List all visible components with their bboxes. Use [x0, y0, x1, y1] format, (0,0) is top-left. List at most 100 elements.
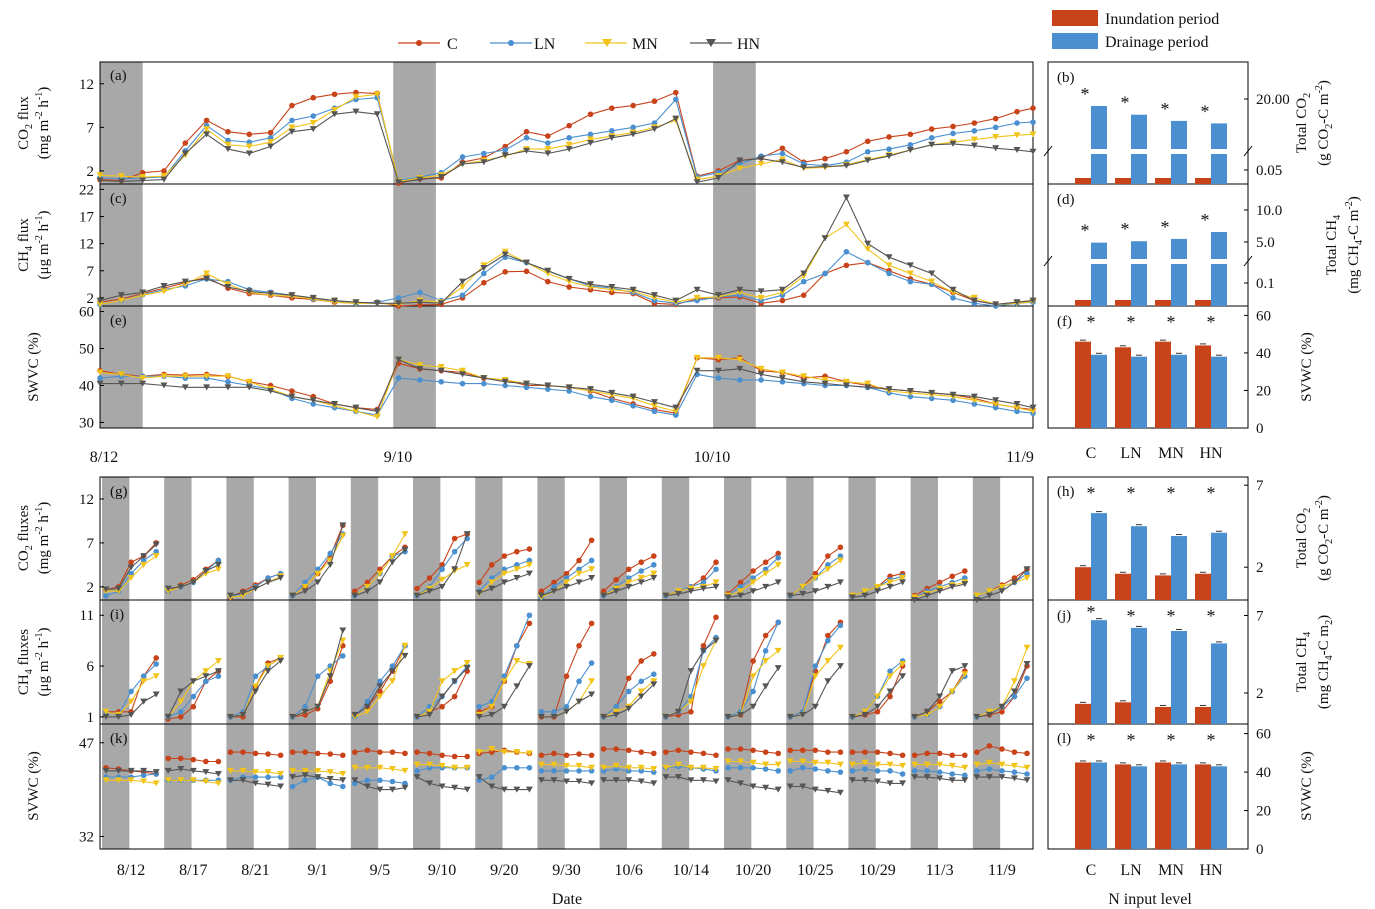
ytick-label: 7 — [87, 264, 95, 280]
marker-hn — [363, 783, 371, 790]
marker-hn — [757, 155, 765, 162]
bar-inundation — [1115, 702, 1131, 724]
marker-c — [737, 579, 744, 586]
marker-hn — [214, 561, 222, 568]
marker-c — [999, 746, 1005, 752]
marker-c — [1030, 105, 1036, 111]
marker-c — [302, 712, 308, 718]
marker-hn — [824, 583, 832, 590]
marker-ln — [310, 113, 317, 119]
marker-mn — [177, 698, 185, 705]
inundation-shade — [413, 477, 441, 849]
bar-cat-bot-ln: LN — [1120, 862, 1142, 879]
marker-hn — [586, 281, 594, 288]
marker-ln — [672, 412, 679, 418]
marker-hn — [774, 579, 782, 586]
panel-label-l: (l) — [1057, 731, 1071, 747]
axis-break-mark — [1043, 255, 1053, 267]
marker-c — [1014, 108, 1020, 115]
marker-hn — [899, 780, 907, 787]
ytick-label: 50 — [79, 342, 94, 358]
marker-hn — [650, 681, 658, 688]
axis-break-gap — [1049, 149, 1247, 154]
marker-ln — [651, 671, 657, 677]
marker-hn — [662, 592, 670, 599]
series-legend: C LN MN HN — [398, 36, 761, 53]
marker-hn — [264, 579, 272, 586]
marker-ln — [613, 703, 619, 710]
marker-hn — [438, 583, 446, 590]
marker-hn — [115, 585, 123, 592]
marker-hn — [326, 561, 334, 568]
marker-ln — [502, 147, 508, 153]
marker-c — [843, 262, 850, 269]
marker-hn — [426, 780, 434, 787]
bar-inundation — [1075, 341, 1091, 428]
marker-hn — [277, 575, 285, 582]
marker-c — [843, 148, 850, 155]
marker-hn — [501, 152, 509, 159]
marker-c — [439, 562, 445, 568]
marker-c — [837, 544, 844, 551]
marker-hn — [202, 673, 210, 680]
marker-hn — [848, 777, 856, 784]
marker-hn — [885, 386, 893, 393]
marker-c — [302, 749, 308, 755]
period-legend: Inundation period Drainage period — [1052, 10, 1219, 51]
marker-c — [613, 746, 619, 752]
marker-hn — [600, 592, 608, 599]
significance-star: * — [1127, 483, 1136, 503]
marker-c — [488, 749, 495, 755]
marker-c — [663, 749, 669, 755]
marker-hn — [203, 275, 211, 282]
inundation-shade — [288, 477, 316, 849]
ytick-label: 40 — [79, 378, 94, 394]
marker-mn — [824, 566, 832, 573]
marker-hn — [388, 559, 396, 566]
marker-mn — [886, 761, 894, 768]
bar-drainage — [1091, 242, 1107, 306]
marker-mn — [724, 758, 732, 765]
marker-ln — [825, 637, 831, 644]
marker-c — [700, 575, 707, 581]
marker-hn — [699, 585, 707, 592]
ylabel-co2-fluxes-unit: (mg m-2 h-1) — [34, 502, 52, 575]
marker-mn — [203, 373, 211, 380]
marker-ln — [986, 766, 993, 772]
marker-c — [551, 750, 557, 757]
bar-inundation — [1115, 347, 1131, 428]
marker-ln — [971, 401, 978, 407]
rlabel-b-2: (g CO2-C m-2) — [1314, 80, 1335, 166]
marker-hn — [351, 711, 359, 718]
marker-mn — [948, 688, 956, 695]
panel-label-e: (e) — [110, 313, 127, 329]
marker-mn — [351, 764, 359, 771]
marker-mn — [848, 761, 856, 768]
marker-c — [389, 749, 396, 755]
marker-ln — [526, 764, 533, 771]
marker-ln — [911, 768, 918, 774]
marker-mn — [96, 301, 104, 308]
marker-hn — [463, 531, 471, 538]
marker-mn — [363, 583, 371, 590]
inundation-shade — [350, 477, 379, 849]
marker-hn — [127, 564, 135, 571]
inundation-shade — [713, 306, 756, 428]
marker-hn — [936, 775, 944, 782]
marker-mn — [712, 766, 720, 772]
marker-mn — [936, 703, 944, 710]
marker-hn — [774, 665, 782, 672]
marker-hn — [586, 140, 594, 147]
marker-hn — [416, 365, 424, 372]
marker-mn — [115, 777, 123, 784]
marker-hn — [289, 592, 297, 599]
panel-label-g: (g) — [110, 484, 128, 500]
marker-mn — [774, 647, 782, 654]
marker-mn — [861, 708, 869, 715]
marker-mn — [550, 761, 558, 768]
marker-mn — [1023, 764, 1031, 771]
bar-xlabel: N input level — [1108, 891, 1192, 908]
marker-ln — [950, 130, 956, 137]
bottom-xtick: 8/21 — [241, 862, 269, 879]
marker-c — [800, 292, 807, 298]
